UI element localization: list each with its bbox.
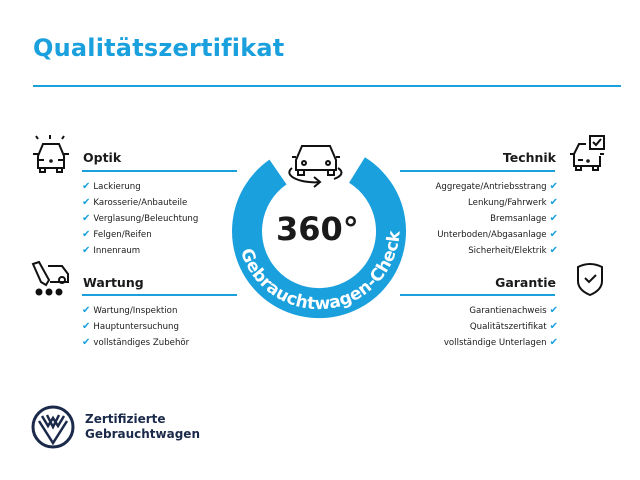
list-item: Sicherheit/Elektrik ✔ (468, 245, 558, 256)
list-item: Lenkung/Fahrwerk ✔ (468, 197, 558, 208)
section-divider (82, 294, 237, 296)
section-title-optik: Optik (83, 150, 122, 165)
list-item: ✔ Innenraum (82, 245, 141, 256)
list-item: ✔ vollständiges Zubehör (82, 337, 190, 348)
optik-list: ✔ Lackierung ✔ Karosserie/Anbauteile ✔ Verg… (82, 179, 198, 259)
car-rotate-icon (288, 145, 343, 188)
check-icon: ✔ (82, 305, 91, 316)
shield-check-icon (577, 263, 603, 297)
section-title-technik: Technik (502, 150, 556, 165)
check-icon: ✔ (549, 229, 558, 240)
service-tools-icon (31, 260, 69, 296)
list-item: Bremsanlage ✔ (490, 213, 558, 224)
check-icon: ✔ (549, 197, 558, 208)
section-divider (400, 170, 555, 172)
check-icon: ✔ (82, 245, 91, 256)
footer-line1: Zertifizierte (85, 412, 166, 426)
check-icon: ✔ (549, 305, 558, 316)
check-icon: ✔ (549, 321, 558, 332)
check-icon: ✔ (549, 337, 558, 348)
list-item: ✔ Lackierung (82, 181, 141, 192)
title-divider (33, 85, 621, 87)
check-icon: ✔ (82, 321, 91, 332)
check-icon: ✔ (82, 337, 91, 348)
list-item: ✔ Hauptuntersuchung (82, 321, 179, 332)
car-lights-icon (33, 135, 69, 173)
wartung-list: ✔ Wartung/Inspektion ✔ Hauptuntersuchung ✔… (82, 303, 189, 351)
section-title-garantie: Garantie (495, 275, 556, 290)
list-item: Qualitätszertifikat ✔ (469, 321, 558, 332)
list-item: Garantienachweis ✔ (469, 305, 558, 316)
vw-logo (31, 405, 75, 449)
list-item: vollständige Unterlagen ✔ (443, 337, 558, 348)
list-item: Aggregate/Antriebsstrang ✔ (435, 181, 558, 192)
section-divider (400, 294, 555, 296)
garantie-list: Garantienachweis ✔ Qualitätszertifikat ✔ v… (444, 303, 558, 351)
check-icon: ✔ (549, 245, 558, 256)
ring-arc (232, 157, 406, 319)
footer-brand-text: Zertifizierte Gebrauchtwagen (85, 412, 200, 442)
footer-line2: Gebrauchtwagen (85, 427, 200, 441)
check-icon: ✔ (549, 213, 558, 224)
check-icon: ✔ (82, 229, 91, 240)
check-icon: ✔ (82, 181, 91, 192)
list-item: ✔ Felgen/Reifen (82, 229, 152, 240)
check-icon: ✔ (82, 213, 91, 224)
list-item: ✔ Wartung/Inspektion (82, 305, 178, 316)
degrees-label: 360° (276, 210, 359, 248)
check-icon: ✔ (82, 197, 91, 208)
section-divider (82, 170, 237, 172)
list-item: Unterboden/Abgasanlage ✔ (437, 229, 558, 240)
page-title: Qualitätszertifikat (33, 34, 285, 62)
list-item: ✔ Verglasung/Beleuchtung (82, 213, 199, 224)
check-icon: ✔ (549, 181, 558, 192)
list-item: ✔ Karosserie/Anbauteile (82, 197, 188, 208)
technik-list: Aggregate/Antriebsstrang ✔ Lenkung/Fahrwe… (436, 179, 558, 259)
car-checkbox-icon (570, 135, 605, 171)
section-title-wartung: Wartung (83, 275, 144, 290)
